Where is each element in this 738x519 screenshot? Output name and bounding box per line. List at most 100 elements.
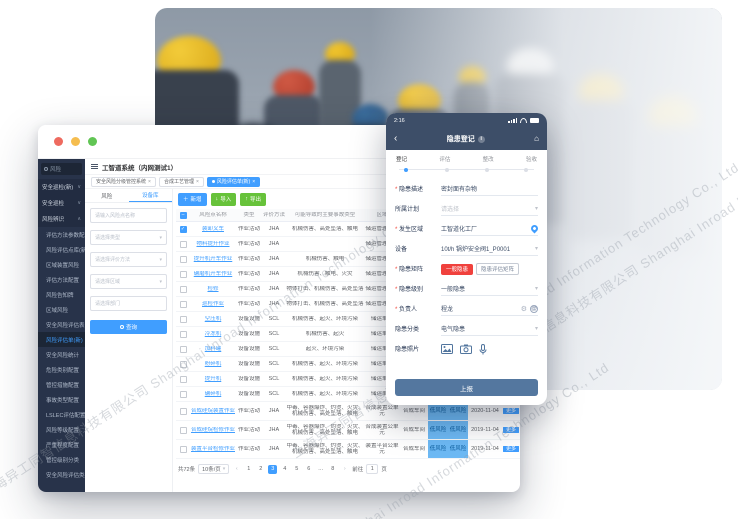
next-page-icon[interactable]: › bbox=[343, 466, 346, 472]
risk-point-link[interactable]: 提升机 bbox=[204, 375, 222, 382]
sidebar-item[interactable]: 评估方法配置 bbox=[38, 272, 85, 287]
sidebar-item[interactable]: 安全风险统计 bbox=[38, 347, 85, 362]
sidebar-item[interactable]: LSLEC评估配置 bbox=[38, 407, 85, 422]
take-photo-icon[interactable] bbox=[460, 344, 472, 354]
sidebar-search-input[interactable]: 风险 bbox=[41, 163, 82, 175]
page-size-select[interactable]: 10条/页 ▾ bbox=[198, 464, 230, 474]
risk-point-link[interactable]: 合成硅烷装置作业 bbox=[190, 407, 235, 414]
goto-page-input[interactable]: 1 bbox=[366, 464, 379, 474]
filter-tab[interactable]: 设备库 bbox=[128, 189, 172, 202]
pager-page[interactable]: 8 bbox=[331, 466, 335, 472]
row-checkbox[interactable] bbox=[179, 255, 187, 263]
matrix-level-button[interactable]: 一般隐患 bbox=[441, 263, 474, 275]
row-checkbox[interactable] bbox=[179, 300, 187, 308]
row-checkbox[interactable] bbox=[179, 315, 187, 323]
add-button[interactable]: ＋新增 bbox=[178, 192, 207, 206]
row-checkbox[interactable] bbox=[179, 330, 187, 338]
location-pin-icon[interactable] bbox=[529, 223, 540, 234]
add-image-icon[interactable] bbox=[441, 344, 453, 354]
hamburger-menu-icon[interactable] bbox=[91, 164, 98, 169]
sidebar-item[interactable]: 危险类别配置 bbox=[38, 362, 85, 377]
sidebar-item[interactable]: 安全巡检 ∨ bbox=[38, 195, 85, 211]
import-button[interactable]: ↓ 导入 bbox=[210, 192, 237, 206]
plan-select[interactable]: 请选择 ▾ bbox=[441, 202, 538, 216]
matrix-evaluate-button[interactable]: 隐患评估矩阵 bbox=[476, 263, 520, 275]
risk-point-link[interactable]: 巡检作业 bbox=[201, 300, 224, 307]
owner-input[interactable]: 程龙 ⚙ @ bbox=[441, 302, 538, 316]
sidebar-item[interactable]: 事故类型配置 bbox=[38, 392, 85, 407]
more-button[interactable]: 更多 bbox=[502, 426, 519, 434]
filter-select[interactable]: 请选择区域 ▾ bbox=[90, 274, 167, 289]
risk-point-link[interactable]: 检修 bbox=[207, 285, 219, 292]
sidebar-item[interactable]: 区域风险 bbox=[38, 302, 85, 317]
filter-select[interactable]: 请选择评价方法 ▾ bbox=[90, 252, 167, 267]
submit-button[interactable]: 上报 bbox=[395, 379, 538, 396]
close-window-icon[interactable] bbox=[54, 137, 63, 146]
pager-page[interactable]: 3 bbox=[268, 464, 278, 474]
voice-record-icon[interactable] bbox=[479, 343, 487, 355]
prev-page-icon[interactable]: ‹ bbox=[235, 466, 238, 472]
row-checkbox[interactable] bbox=[179, 240, 187, 248]
filter-tab[interactable]: 风险 bbox=[101, 193, 113, 200]
close-icon[interactable]: × bbox=[195, 178, 199, 185]
risk-point-link[interactable]: 碾磨机开车作业 bbox=[193, 270, 233, 277]
home-icon[interactable]: ⌂ bbox=[534, 134, 539, 143]
sidebar-item[interactable]: 安全风险评估类别 bbox=[38, 467, 85, 482]
search-button[interactable]: 查询 bbox=[90, 320, 167, 334]
sidebar-item[interactable]: 风险等级配置 bbox=[38, 422, 85, 437]
sidebar-item[interactable]: 风险辨识 ∧ bbox=[38, 211, 85, 227]
sidebar-item[interactable]: 风险评估点库(新) bbox=[38, 242, 85, 257]
risk-point-link[interactable]: 空压机 bbox=[204, 315, 222, 322]
sidebar-item[interactable]: 管控措施配置 bbox=[38, 377, 85, 392]
risk-point-link[interactable]: 碾碎机 bbox=[204, 390, 222, 397]
risk-point-link[interactable]: 提升机开车作业 bbox=[193, 255, 233, 262]
select-all-checkbox[interactable] bbox=[179, 211, 187, 219]
device-select[interactable]: 10t/h 锅炉安全阀1_P0001 ▾ bbox=[441, 242, 538, 256]
area-select[interactable]: 工智道化工厂 bbox=[441, 222, 540, 236]
level-select[interactable]: 一般隐患 ▾ bbox=[441, 282, 538, 296]
close-icon[interactable]: × bbox=[148, 178, 151, 185]
risk-point-link[interactable]: 装卸叉车 bbox=[201, 225, 224, 232]
export-button[interactable]: ↑ 导出 bbox=[240, 192, 267, 206]
close-icon[interactable]: × bbox=[252, 178, 256, 185]
row-checkbox[interactable] bbox=[179, 375, 187, 383]
pager-page[interactable]: 2 bbox=[259, 466, 263, 472]
zoom-window-icon[interactable] bbox=[88, 137, 97, 146]
nav-tab[interactable]: 安全风险分级管控系统 × bbox=[91, 176, 156, 187]
pager-page[interactable]: 1 bbox=[247, 466, 251, 472]
filter-input[interactable]: 请输入风险点名称 bbox=[90, 208, 167, 223]
row-checkbox[interactable] bbox=[179, 345, 187, 353]
more-button[interactable]: 更多 bbox=[502, 407, 519, 415]
minimize-window-icon[interactable] bbox=[71, 137, 80, 146]
pager-page[interactable]: 4 bbox=[283, 466, 287, 472]
sidebar-item[interactable]: 安全风险评估表 bbox=[38, 317, 85, 332]
row-checkbox[interactable] bbox=[179, 360, 187, 368]
filter-input[interactable]: 请选择部门 bbox=[90, 296, 167, 311]
sidebar-item[interactable]: 安全巡检(新) ∨ bbox=[38, 179, 85, 195]
more-button[interactable]: 更多 bbox=[502, 445, 519, 453]
sidebar-item[interactable]: 严重程度配置 bbox=[38, 437, 85, 452]
risk-point-link[interactable]: 加料罐 bbox=[204, 345, 222, 352]
row-checkbox[interactable] bbox=[179, 270, 187, 278]
sidebar-item[interactable]: 风险告知牌 bbox=[38, 287, 85, 302]
contact-picker-icon[interactable]: @ bbox=[530, 304, 538, 313]
sidebar-item[interactable]: 评估方法参数配置 bbox=[38, 227, 85, 242]
row-checkbox[interactable] bbox=[179, 445, 187, 453]
risk-point-link[interactable]: 合成硅烷检修作业 bbox=[190, 426, 235, 433]
pager-page[interactable]: 6 bbox=[307, 466, 311, 472]
row-checkbox[interactable] bbox=[179, 285, 187, 293]
nav-tab[interactable]: 合成工艺管理 × bbox=[158, 176, 204, 187]
row-checkbox[interactable] bbox=[179, 390, 187, 398]
category-select[interactable]: 电气隐患 ▾ bbox=[441, 322, 538, 336]
info-icon[interactable]: i bbox=[477, 135, 485, 143]
row-checkbox[interactable] bbox=[179, 407, 187, 415]
risk-point-link[interactable]: 物料提升作业 bbox=[196, 240, 230, 247]
row-checkbox[interactable] bbox=[179, 426, 187, 434]
risk-point-link[interactable]: 装置平台检修作业 bbox=[190, 445, 235, 452]
nav-tab[interactable]: 风险评估单(新) × bbox=[206, 176, 261, 187]
filter-select[interactable]: 请选择类型 ▾ bbox=[90, 230, 167, 245]
sidebar-item[interactable]: 管控级别分类 bbox=[38, 452, 85, 467]
risk-point-link[interactable]: 冷冻机 bbox=[204, 330, 222, 337]
hazard-description-input[interactable]: 密封面有杂物 bbox=[441, 182, 538, 196]
sidebar-item[interactable]: 风险评估单(新) bbox=[38, 332, 85, 347]
